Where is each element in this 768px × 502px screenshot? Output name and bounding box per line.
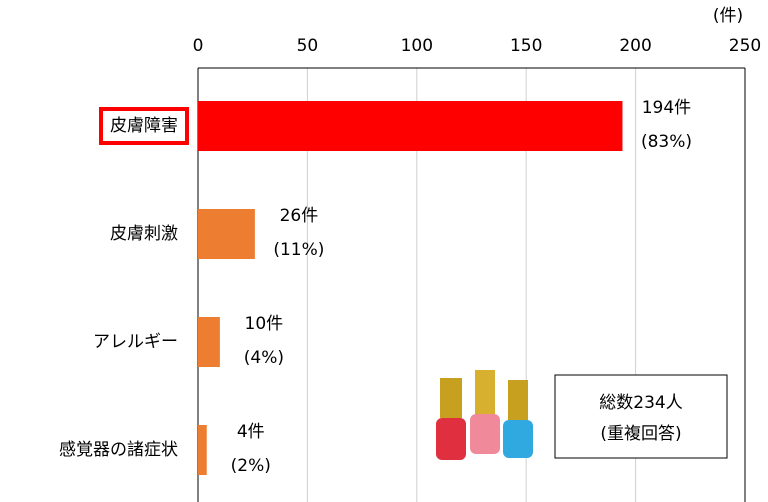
x-tick-label: 0 xyxy=(193,36,204,56)
percent-label: (83%) xyxy=(641,132,692,152)
percent-label: (4%) xyxy=(244,348,284,368)
nail-polish-icon xyxy=(436,370,533,460)
highlight-frame xyxy=(99,107,189,145)
y-tick-label: 皮膚障害 xyxy=(110,116,178,136)
bar xyxy=(198,317,220,367)
note-box xyxy=(554,374,728,459)
percent-label: (2%) xyxy=(231,456,271,476)
x-tick-label: 150 xyxy=(510,36,542,56)
bar xyxy=(198,209,255,259)
x-tick-label: 100 xyxy=(401,36,433,56)
x-tick-label: 250 xyxy=(729,36,761,56)
percent-label: (11%) xyxy=(273,240,324,260)
x-tick-label: 200 xyxy=(619,36,651,56)
value-label: 4件 xyxy=(237,422,265,442)
y-tick-label: 皮膚刺激 xyxy=(110,224,178,244)
note-text: (重複回答) xyxy=(600,424,681,444)
y-tick-label: アレルギー xyxy=(93,332,178,352)
y-tick-label: 感覚器の諸症状 xyxy=(59,440,178,460)
axis-unit: (件) xyxy=(713,6,743,26)
bar xyxy=(198,425,207,475)
note-text: 総数234人 xyxy=(599,393,682,413)
x-tick-label: 50 xyxy=(297,36,319,56)
value-label: 26件 xyxy=(280,206,319,226)
value-label: 10件 xyxy=(245,314,284,334)
bar xyxy=(198,101,623,151)
value-label: 194件 xyxy=(642,98,691,118)
